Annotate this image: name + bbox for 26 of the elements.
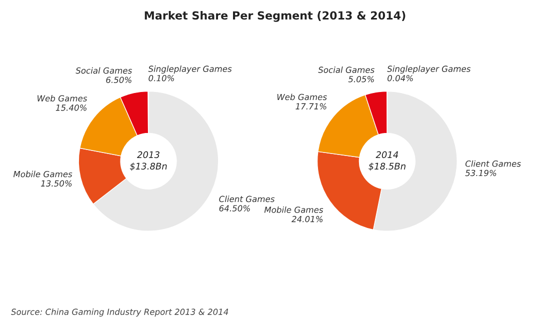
chart-title: Market Share Per Segment (2013 & 2014) <box>144 11 406 22</box>
text: $18.5Bn <box>368 162 406 171</box>
data-label: 15.40% <box>56 104 86 111</box>
slice-label: Mobile Games <box>264 206 324 213</box>
slice-label: Web Games <box>277 94 327 100</box>
source-note: Source: China Gaming Industry Report 2013 & 2014 <box>11 308 228 317</box>
data-label: 53.19% <box>465 170 496 176</box>
data-label: 64.50% <box>219 205 250 212</box>
text: 2013 <box>137 151 160 158</box>
data-label: 0.10% <box>148 74 174 82</box>
data-label: 0.04% <box>388 74 413 82</box>
slice-label: Singleplayer Games <box>387 66 471 74</box>
text: $13.8Bn <box>130 162 167 171</box>
slice-label: Singleplayer Games <box>148 66 232 74</box>
data-label: 24.01% <box>292 216 323 222</box>
slice-label: Social Games <box>76 67 132 74</box>
slice-label: Social Games <box>318 66 374 73</box>
text: 2014 <box>376 151 398 158</box>
data-label: 13.50% <box>40 180 72 187</box>
slice-label: Client Games <box>219 196 275 202</box>
slice-label: Web Games <box>38 95 88 102</box>
slice-label: Mobile Games <box>13 170 72 178</box>
data-label: 5.05% <box>348 76 374 82</box>
data-label: 17.71% <box>296 103 326 110</box>
slice-label: Client Games <box>465 160 521 167</box>
data-label: 6.50% <box>106 76 132 84</box>
